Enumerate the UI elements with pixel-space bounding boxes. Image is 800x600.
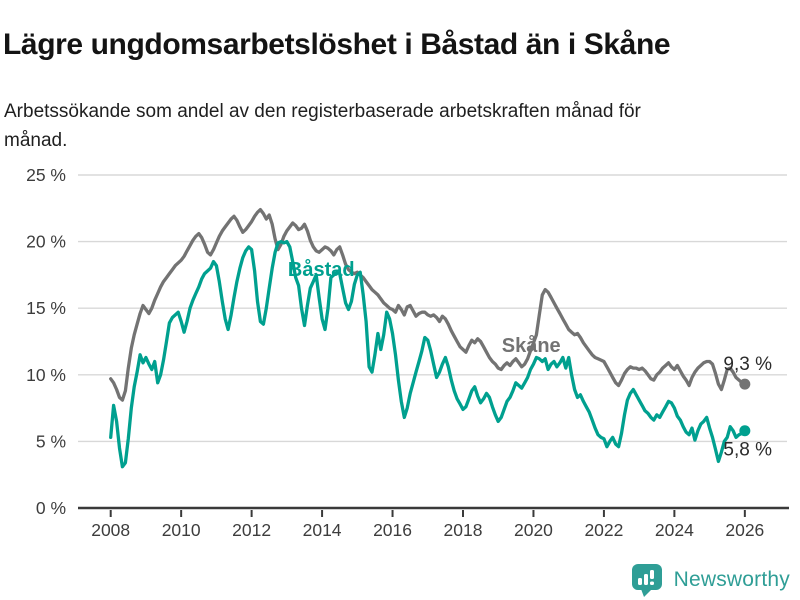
x-tick-label: 2018 (444, 520, 483, 540)
bastad-end-value-label: 5,8 % (723, 440, 772, 461)
skane-end-dot (739, 378, 751, 390)
skane-end-value-label: 9,3 % (723, 354, 772, 375)
bastad-end-dot (739, 425, 751, 437)
x-tick-label: 2010 (162, 520, 201, 540)
skane-line (109, 207, 747, 402)
y-tick-label: 20 % (26, 232, 66, 252)
x-tick-label: 2012 (232, 520, 271, 540)
y-tick-label: 25 % (26, 165, 66, 185)
page-title: Lägre ungdomsarbetslöshet i Båstad än i … (3, 28, 671, 62)
newsworthy-logo-icon (631, 564, 662, 597)
x-tick-label: 2008 (91, 520, 130, 540)
x-tick-label: 2026 (725, 520, 764, 540)
x-tick-label: 2016 (373, 520, 412, 540)
x-tick-label: 2020 (514, 520, 553, 540)
y-tick-label: 5 % (36, 431, 66, 451)
page-subtitle: Arbetssökande som andel av den registerb… (4, 101, 641, 151)
y-tick-label: 0 % (36, 498, 66, 518)
x-tick-label: 2014 (303, 520, 342, 540)
newsworthy-brand-text: Newsworthy (673, 568, 790, 591)
y-tick-label: 15 % (26, 298, 66, 318)
bastad-line (109, 239, 747, 469)
y-tick-label: 10 % (26, 365, 66, 385)
skane-series-label: Skåne (502, 334, 561, 357)
newsworthy-logo[interactable]: Newsworthy (630, 562, 790, 598)
x-tick-label: 2024 (655, 520, 694, 540)
x-tick-label: 2022 (584, 520, 623, 540)
bastad-series-label: Båstad (288, 258, 355, 281)
